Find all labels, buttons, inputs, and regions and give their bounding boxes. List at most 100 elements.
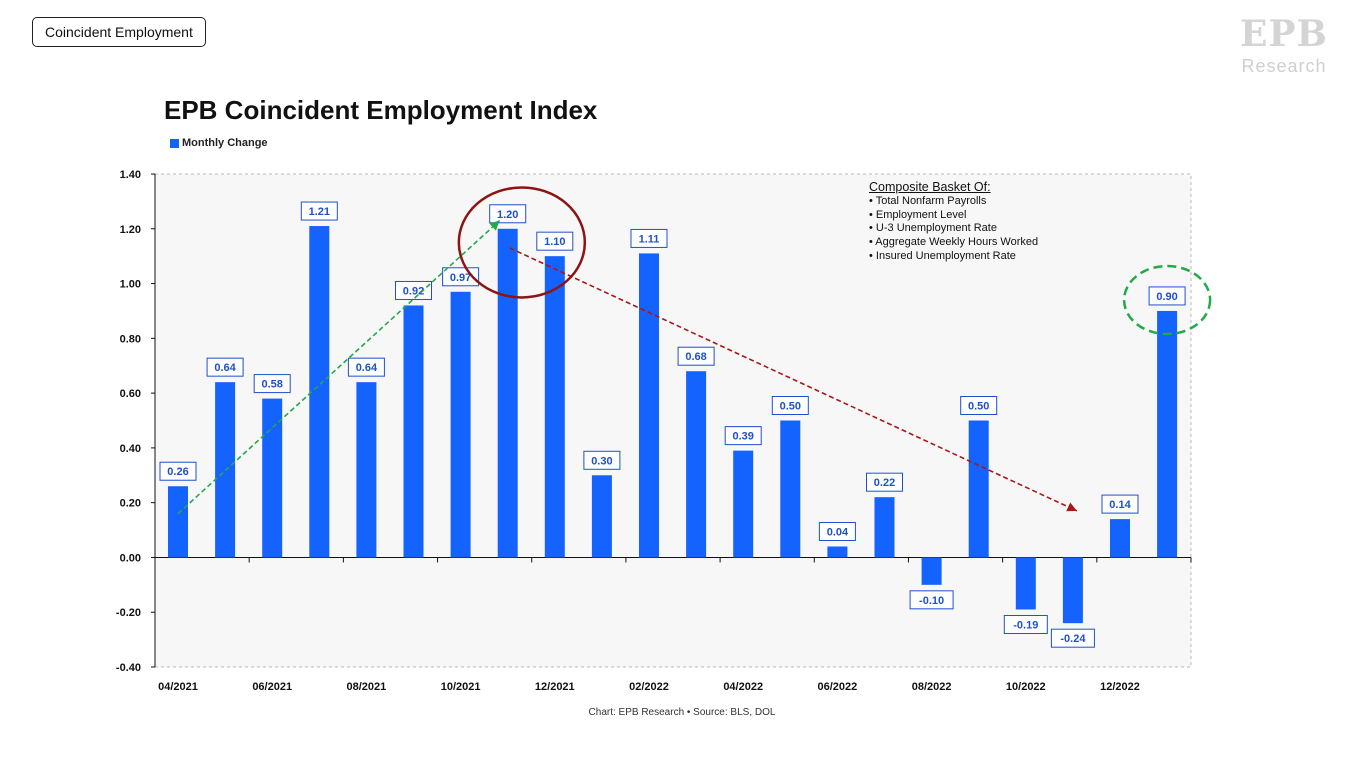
value-label: 0.14: [1109, 499, 1131, 511]
y-tick-label: 1.00: [120, 279, 141, 291]
bar: [168, 486, 188, 558]
logo-word: Research: [1241, 56, 1327, 76]
x-tick-label: 04/2022: [723, 681, 763, 693]
value-label: 0.30: [591, 455, 612, 467]
value-label: 0.26: [167, 466, 188, 478]
value-label: 0.64: [356, 362, 378, 374]
value-label-box: [677, 346, 715, 366]
note-item: • Aggregate Weekly Hours Worked: [869, 236, 1039, 249]
latest-circle: [1122, 264, 1212, 336]
bar: [1110, 519, 1130, 558]
value-label-box: [1050, 628, 1095, 648]
y-tick-label: 0.80: [120, 333, 141, 345]
x-tick-label: 12/2021: [535, 681, 575, 693]
uptrend-arrow: [177, 219, 501, 515]
x-tick-label: 08/2021: [347, 681, 387, 693]
value-label-box: [206, 357, 244, 377]
y-tick-label: 0.60: [120, 388, 141, 400]
value-label: 0.39: [732, 431, 753, 443]
value-label: 0.90: [1156, 291, 1177, 303]
note-item: • Insured Unemployment Rate: [869, 249, 1016, 262]
y-tick-label: 1.20: [120, 224, 141, 236]
value-label-box: [630, 228, 668, 248]
bar: [403, 305, 424, 558]
note-item: • Employment Level: [869, 208, 967, 221]
value-label: 0.58: [261, 379, 282, 391]
value-label: -0.19: [1013, 619, 1038, 631]
x-tick-label: 10/2021: [441, 681, 481, 693]
logo-mark: EPB: [1240, 13, 1328, 55]
value-label: 0.97: [450, 272, 471, 284]
value-label-box: [960, 396, 998, 415]
bar: [591, 475, 612, 558]
epb-research-logo: EPB Research: [1234, 14, 1334, 78]
value-label: 1.21: [309, 206, 330, 218]
y-tick-label: -0.40: [116, 662, 141, 674]
note-item: • U-3 Unemployment Rate: [869, 222, 997, 235]
y-tick-label: 0.40: [120, 443, 141, 455]
value-label: -0.24: [1060, 633, 1086, 645]
value-label: 0.64: [214, 362, 236, 374]
bar: [262, 398, 283, 558]
legend-label: Monthly Change: [182, 137, 268, 149]
value-label: 0.92: [403, 285, 424, 297]
bar: [686, 371, 707, 558]
value-label-box: [489, 204, 527, 224]
bar: [309, 226, 330, 558]
value-label-box: [1003, 614, 1048, 634]
value-label: 1.11: [639, 233, 660, 245]
value-label-box: [724, 426, 762, 446]
x-tick-label: 06/2022: [818, 681, 858, 693]
y-tick-label: 0.20: [120, 498, 141, 510]
bar: [639, 253, 659, 558]
value-label: 0.22: [874, 477, 895, 489]
downtrend-arrow: [509, 247, 1078, 512]
value-label: 0.50: [780, 401, 801, 413]
bar: [544, 256, 565, 558]
y-tick-label: -0.20: [116, 607, 141, 619]
x-tick-label: 08/2022: [912, 681, 952, 693]
x-tick-label: 02/2022: [629, 681, 669, 693]
value-label-box: [866, 472, 903, 492]
value-label-box: [347, 357, 385, 377]
value-label-box: [1148, 286, 1186, 306]
x-tick-label: 04/2021: [158, 681, 198, 693]
y-tick-label: 0.00: [120, 552, 141, 564]
value-label-box: [1101, 494, 1139, 514]
value-label: -0.10: [919, 595, 944, 607]
note-heading: Composite Basket Of:: [869, 180, 991, 194]
value-label-box: [771, 396, 809, 415]
value-label-box: [159, 461, 197, 481]
value-label-box: [909, 590, 954, 610]
value-label-box: [253, 374, 291, 394]
value-label-box: [818, 521, 856, 541]
value-label: 0.68: [685, 351, 706, 363]
bar: [968, 420, 989, 558]
composite-note: Composite Basket Of: • Total Nonfarm Pay…: [869, 180, 1039, 264]
bar: [921, 557, 942, 585]
bar: [1015, 557, 1036, 610]
bar: [450, 291, 471, 558]
value-label-box: [395, 280, 432, 300]
section-tag: Coincident Employment: [32, 17, 206, 47]
x-tick-label: 10/2022: [1006, 681, 1046, 693]
value-label: 0.50: [968, 401, 989, 413]
legend-swatch: [170, 138, 179, 148]
bar: [1062, 557, 1083, 624]
value-label-box: [300, 201, 338, 221]
y-tick-label: 1.40: [120, 169, 141, 181]
bar: [733, 450, 754, 558]
x-tick-label: 06/2021: [252, 681, 292, 693]
chart-title: EPB Coincident Employment Index: [164, 95, 598, 125]
chart-source: Chart: EPB Research • Source: BLS, DOL: [588, 707, 776, 718]
bar: [356, 382, 377, 558]
peak-circle: [457, 186, 587, 299]
bar: [1157, 310, 1178, 558]
bar: [874, 497, 895, 558]
bar: [780, 420, 801, 558]
bar: [827, 546, 848, 558]
value-label-box: [536, 231, 574, 251]
value-label: 0.04: [827, 526, 849, 538]
value-label: 1.20: [497, 209, 518, 221]
